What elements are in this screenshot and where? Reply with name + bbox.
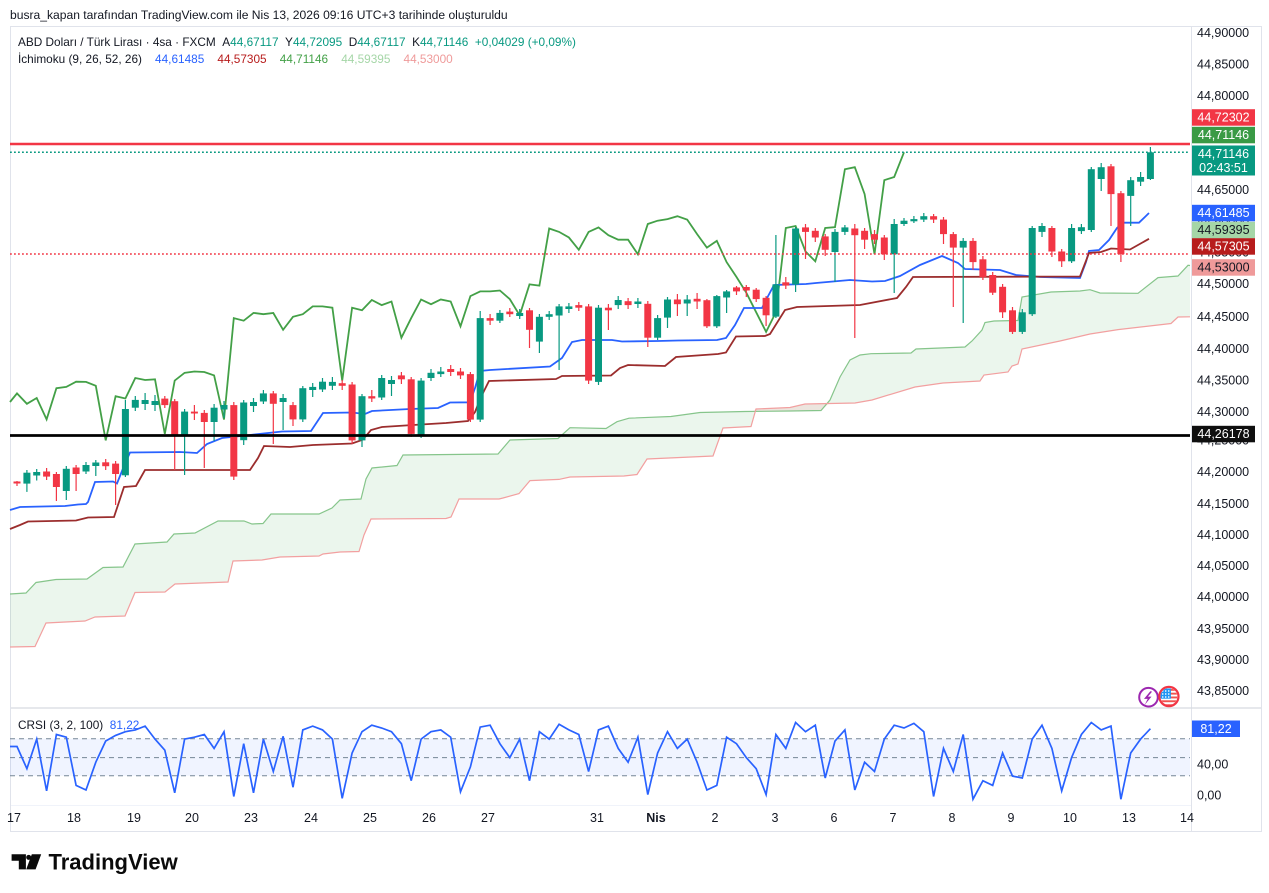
svg-text:26: 26 [422,811,436,825]
svg-text:44,10000: 44,10000 [1197,528,1249,542]
svg-text:44,59395: 44,59395 [1197,223,1249,237]
svg-text:44,30000: 44,30000 [1197,405,1249,419]
svg-text:44,65000: 44,65000 [1197,183,1249,197]
svg-text:20: 20 [185,811,199,825]
svg-text:CRSI (3, 2, 100) 81,22: CRSI (3, 2, 100) 81,22 [18,718,139,732]
svg-text:ABD Doları / Türk Lirası · 4sa: ABD Doları / Türk Lirası · 4sa · FXCM A4… [18,35,576,49]
svg-text:44,57305: 44,57305 [1197,240,1249,254]
svg-text:8: 8 [949,811,956,825]
svg-text:27: 27 [481,811,495,825]
svg-text:44,72302: 44,72302 [1197,111,1249,125]
svg-text:44,71146: 44,71146 [1198,147,1249,161]
svg-text:44,53000: 44,53000 [1197,261,1249,275]
svg-text:busra_kapan tarafından Trading: busra_kapan tarafından TradingView.com i… [10,8,508,22]
svg-text:44,45000: 44,45000 [1197,310,1249,324]
svg-text:24: 24 [304,811,318,825]
svg-text:44,35000: 44,35000 [1197,374,1249,388]
svg-text:43,85000: 43,85000 [1197,684,1249,698]
svg-text:6: 6 [831,811,838,825]
svg-text:44,61485: 44,61485 [1197,206,1249,220]
svg-text:Nis: Nis [646,811,666,825]
svg-text:18: 18 [67,811,81,825]
svg-text:0,00: 0,00 [1197,788,1221,802]
svg-text:44,15000: 44,15000 [1197,497,1249,511]
svg-text:44,05000: 44,05000 [1197,559,1249,573]
svg-text:13: 13 [1122,811,1136,825]
svg-text:10: 10 [1063,811,1077,825]
svg-text:23: 23 [244,811,258,825]
svg-text:TradingView: TradingView [49,850,179,875]
svg-text:44,40000: 44,40000 [1197,342,1249,356]
svg-text:44,90000: 44,90000 [1197,26,1249,40]
svg-text:44,71146: 44,71146 [1198,128,1249,142]
svg-text:43,95000: 43,95000 [1197,622,1249,636]
svg-text:İchimoku (9, 26, 52, 26) 44: İchimoku (9, 26, 52, 26) 44,61485 44,573… [18,52,453,66]
svg-text:44,80000: 44,80000 [1197,89,1249,103]
svg-text:44,26178: 44,26178 [1197,427,1249,441]
svg-text:17: 17 [7,811,21,825]
svg-text:14: 14 [1180,811,1194,825]
svg-text:44,85000: 44,85000 [1197,58,1249,72]
svg-text:2: 2 [712,811,719,825]
svg-text:44,00000: 44,00000 [1197,590,1249,604]
svg-text:3: 3 [772,811,779,825]
svg-text:31: 31 [590,811,604,825]
svg-text:44,20000: 44,20000 [1197,465,1249,479]
svg-text:44,50000: 44,50000 [1197,277,1249,291]
svg-text:25: 25 [363,811,377,825]
svg-text:02:43:51: 02:43:51 [1199,161,1248,175]
svg-text:81,22: 81,22 [1200,722,1231,736]
svg-text:19: 19 [127,811,141,825]
svg-text:43,90000: 43,90000 [1197,653,1249,667]
svg-text:9: 9 [1008,811,1015,825]
svg-text:7: 7 [890,811,897,825]
svg-text:40,00: 40,00 [1197,757,1228,771]
